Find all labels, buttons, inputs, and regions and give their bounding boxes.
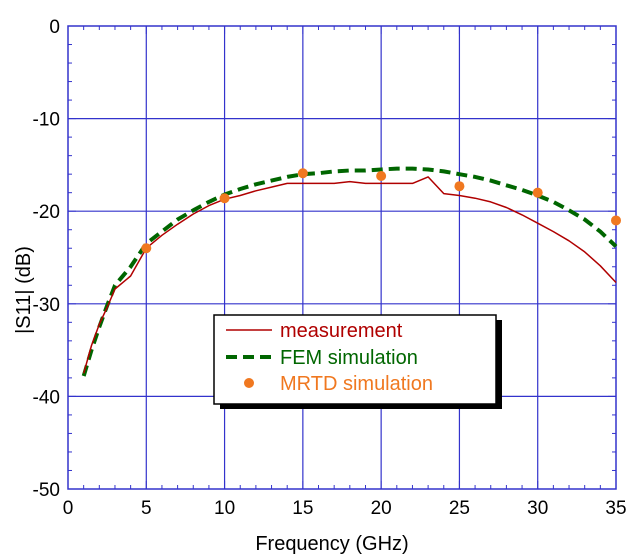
y-tick-label: -40 [33, 387, 60, 408]
grid [68, 26, 616, 489]
point-mrtd-simulation [532, 187, 543, 198]
plot-frame [67, 25, 617, 490]
point-mrtd-simulation [611, 215, 621, 226]
point-mrtd-simulation [454, 181, 465, 192]
legend-label-mrtd: MRTD simulation [280, 373, 433, 395]
point-mrtd-simulation [141, 243, 152, 254]
x-tick-labels: 0 5 10 15 20 25 30 35 [63, 498, 627, 519]
x-tick-label: 5 [141, 498, 152, 519]
x-tick-label: 10 [214, 498, 235, 519]
point-mrtd-simulation [376, 171, 387, 182]
point-mrtd-simulation [297, 168, 308, 179]
legend-swatch-mrtd [244, 378, 254, 388]
y-tick-label: -20 [33, 202, 60, 223]
x-tick-label: 0 [63, 498, 74, 519]
x-tick-label: 35 [605, 498, 626, 519]
x-tick-label: 30 [527, 498, 548, 519]
point-mrtd-simulation [219, 193, 230, 204]
y-tick-label: 0 [49, 17, 60, 38]
y-tick-label: -50 [33, 480, 60, 501]
legend-label-fem: FEM simulation [280, 347, 418, 369]
x-tick-label: 15 [292, 498, 313, 519]
tick-marks [67, 25, 617, 490]
y-axis-title: |S11| (dB) [13, 246, 35, 334]
x-tick-label: 25 [449, 498, 470, 519]
x-tick-label: 20 [371, 498, 392, 519]
series-layer [81, 166, 621, 377]
legend: measurement FEM simulation MRTD simulati… [213, 314, 502, 409]
y-tick-labels: 0 -10 -20 -30 -40 -50 [33, 17, 60, 501]
legend-label-measurement: measurement [280, 320, 403, 342]
y-tick-label: -30 [33, 295, 60, 316]
x-axis-title: Frequency (GHz) [255, 533, 408, 555]
y-tick-label: -10 [33, 110, 60, 131]
